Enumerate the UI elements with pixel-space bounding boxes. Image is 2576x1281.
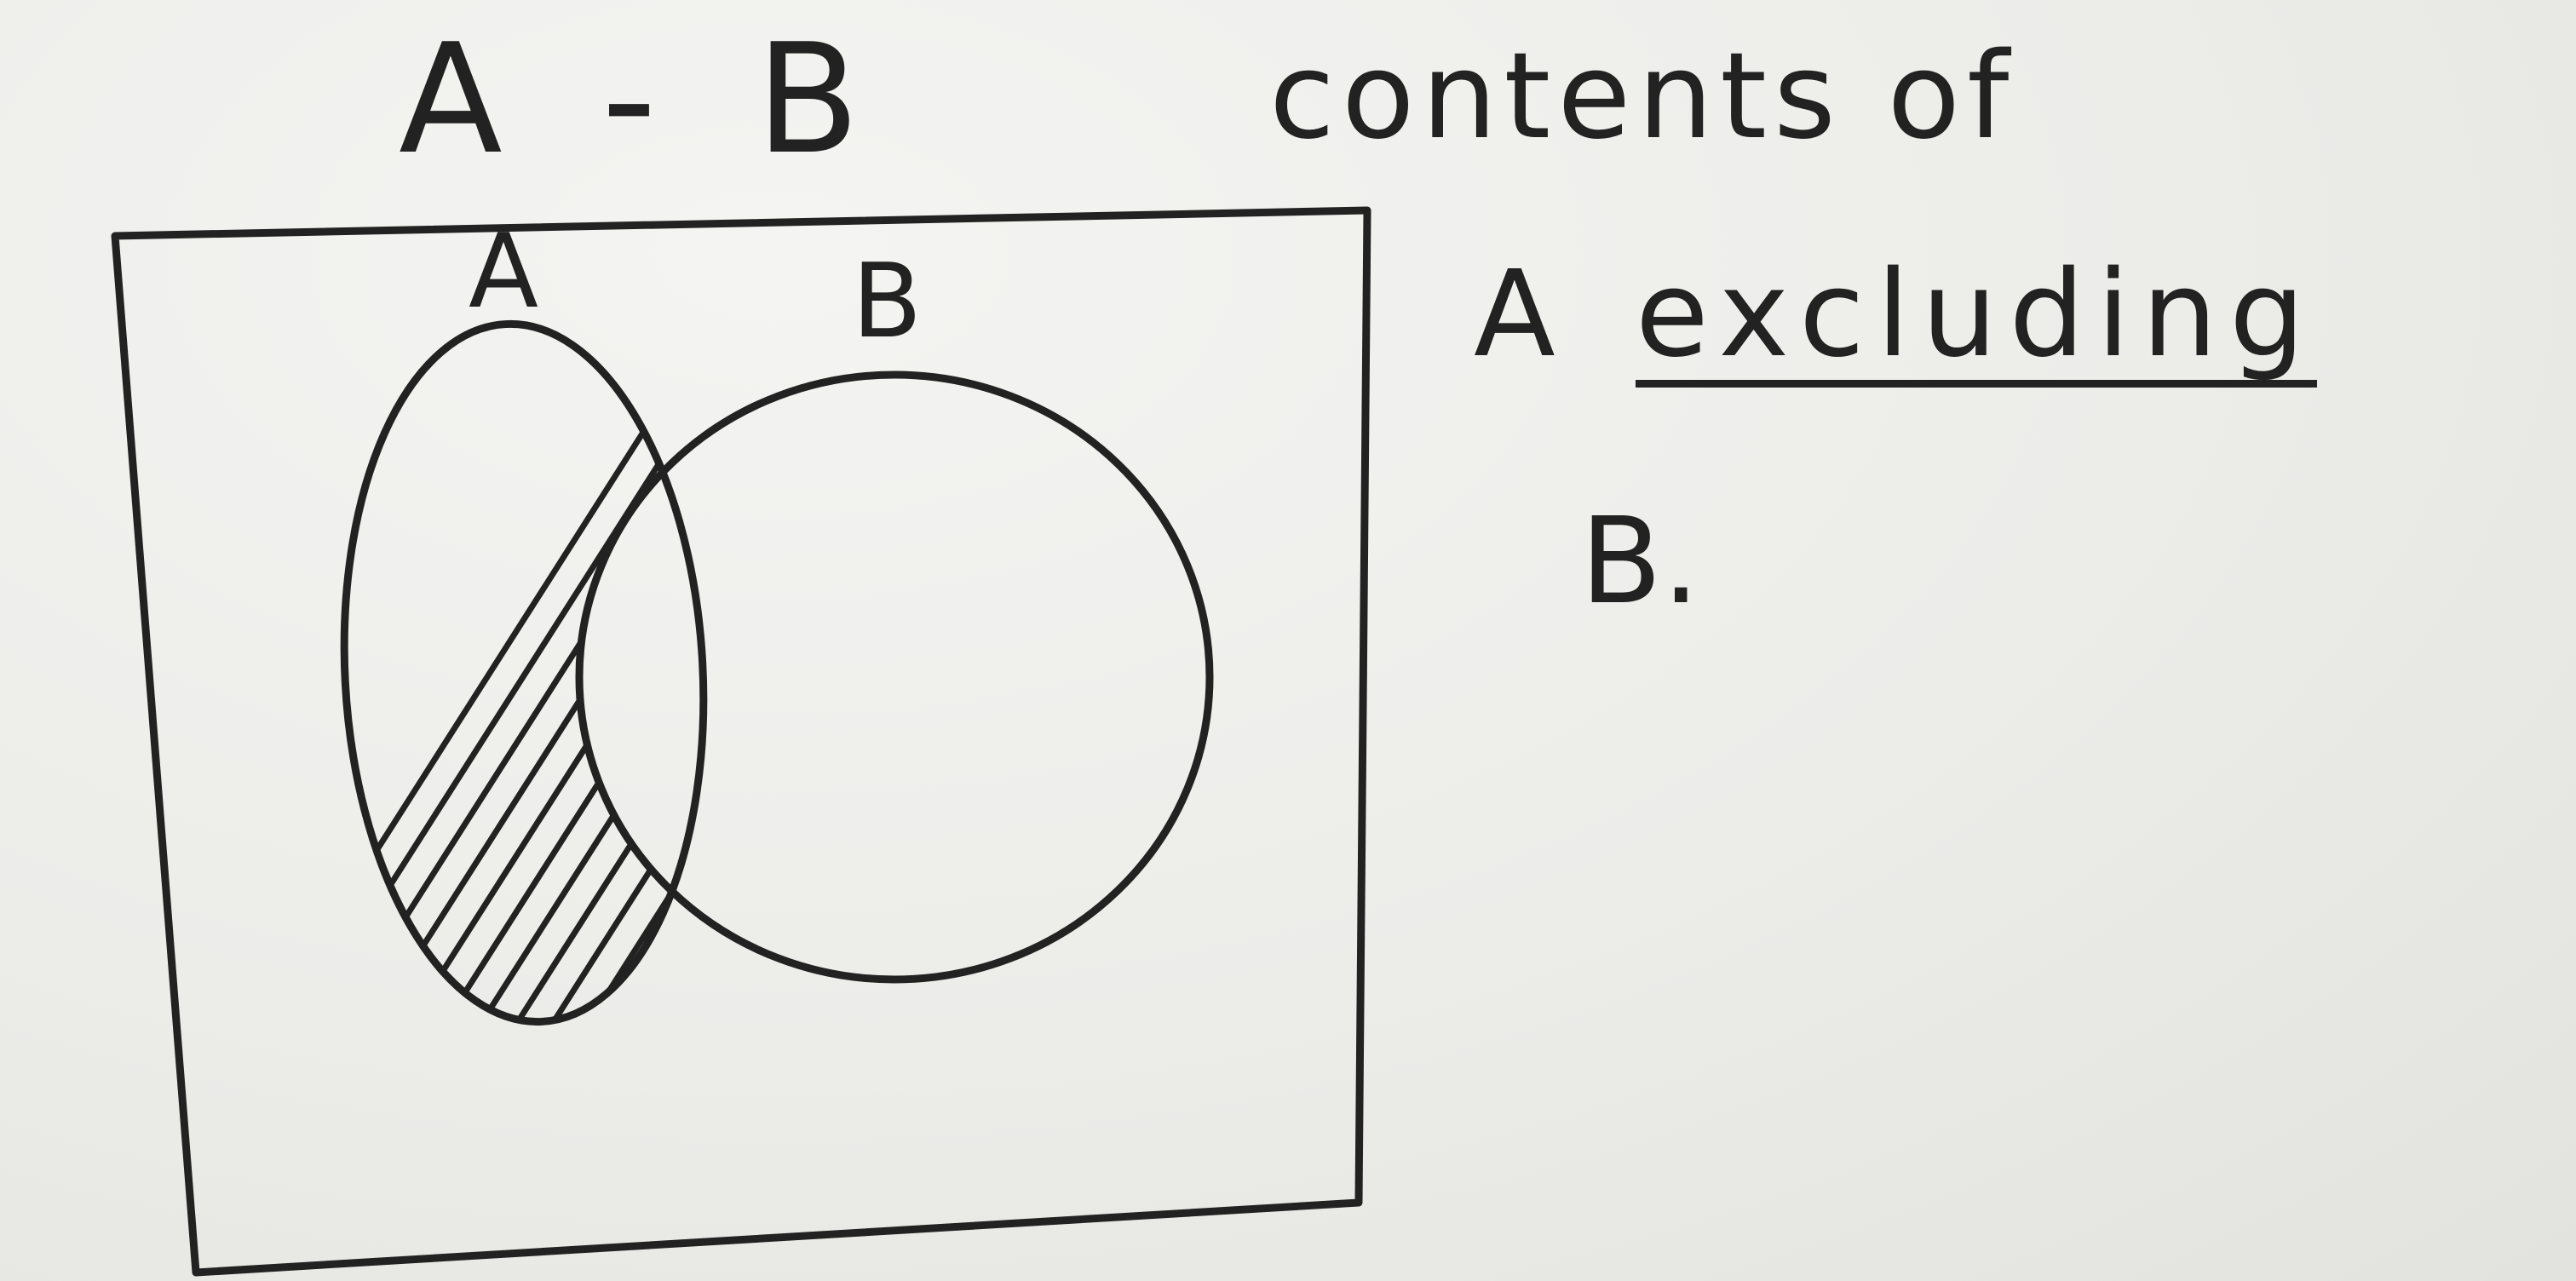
universe-rectangle [111, 206, 1371, 1277]
hatch-line [1215, 238, 1768, 1107]
set-b-circle [575, 371, 1214, 984]
hatch-line [326, 314, 722, 1031]
hatch-line [460, 314, 722, 1031]
hatch-line [710, 314, 722, 1031]
hatch-line [353, 314, 722, 1031]
description-heading: contents of [1269, 27, 2016, 166]
hatch-line [388, 314, 722, 1031]
hatch-line [929, 238, 1482, 1107]
hatch-line [1107, 238, 1661, 1107]
hatch-line [496, 314, 722, 1031]
hatch-line [326, 314, 722, 1031]
set-b-label: B [852, 243, 922, 361]
hatch-line [1036, 238, 1590, 1107]
hatch-line [1000, 238, 1554, 1107]
hatch-line [1179, 238, 1733, 1107]
description-line-3: B. [1580, 492, 1700, 631]
hatch-line [1251, 238, 1804, 1107]
hatch-line [1072, 238, 1625, 1107]
hatch-line [326, 314, 722, 1031]
hatch-line [964, 238, 1518, 1107]
hatch-line [532, 314, 722, 1031]
expression-title: A - B [399, 11, 886, 187]
excluding-underlined-word: excluding [1635, 256, 2317, 388]
description-line-2-prefix: A [1474, 245, 1567, 384]
set-a-circle [340, 319, 708, 1026]
hatch-line [1143, 238, 1697, 1107]
set-a-label: A [469, 213, 538, 331]
